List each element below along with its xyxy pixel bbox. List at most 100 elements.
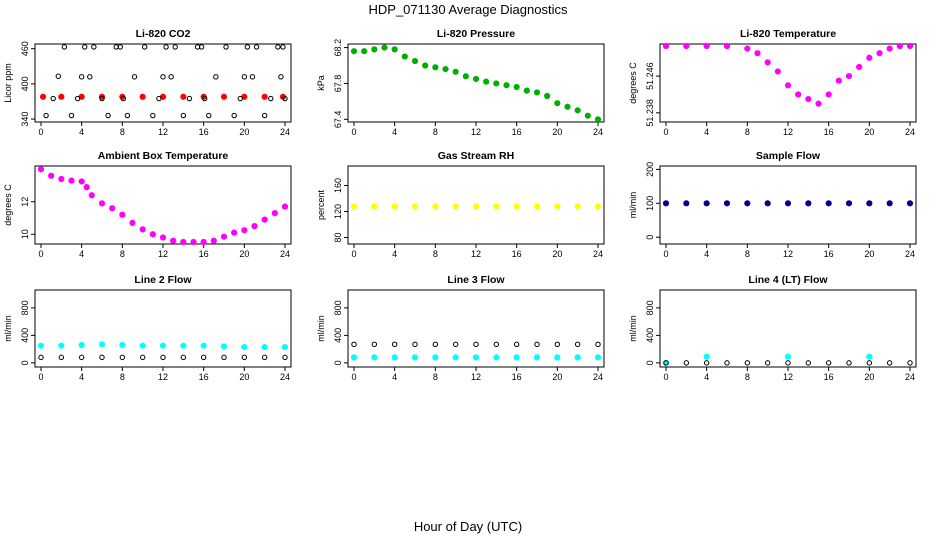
data-point: [574, 354, 581, 361]
series-mean: [39, 93, 287, 100]
panel-title: Line 4 (LT) Flow: [748, 274, 828, 286]
data-point: [663, 360, 669, 366]
data-point: [825, 360, 832, 366]
data-point: [139, 342, 146, 349]
data-point: [261, 216, 268, 223]
data-point: [78, 341, 85, 349]
data-point: [493, 341, 500, 348]
x-tick-label: 4: [392, 249, 397, 259]
data-point: [58, 93, 65, 100]
x-tick-label: 24: [280, 249, 290, 259]
series-values: [350, 203, 602, 210]
series-values: [662, 200, 914, 207]
data-point: [190, 238, 197, 246]
data-point: [361, 48, 368, 55]
figure-title: HDP_071130 Average Diagnostics: [369, 2, 568, 17]
y-tick-label: 0: [20, 360, 30, 365]
x-tick-label: 4: [704, 127, 709, 137]
data-point: [159, 342, 167, 349]
y-tick-label: 340: [20, 112, 30, 127]
data-point: [170, 237, 177, 244]
data-point: [533, 89, 541, 96]
data-point: [594, 354, 602, 361]
panel-4: Gas Stream RH 0 4 8 12 16 20 24 80 120 160 percent: [316, 150, 605, 259]
series-values: [37, 166, 289, 246]
data-point: [483, 78, 490, 85]
y-axis-label: kPa: [316, 75, 326, 91]
x-tick-label: 0: [351, 249, 356, 259]
data-point: [200, 238, 207, 246]
y-tick-label: 67.8: [333, 75, 343, 93]
data-point: [350, 48, 358, 55]
x-tick-label: 24: [905, 372, 915, 382]
panel-title: Line 2 Flow: [134, 274, 192, 286]
x-tick-label: 4: [79, 249, 84, 259]
x-tick-label: 16: [824, 127, 834, 137]
x-tick-label: 16: [199, 372, 209, 382]
x-tick-label: 20: [552, 127, 562, 137]
data-point: [200, 354, 207, 361]
x-tick-label: 8: [120, 372, 125, 382]
data-point: [198, 44, 205, 50]
data-point: [139, 93, 146, 100]
y-tick-label: 0: [645, 360, 655, 365]
data-point: [99, 95, 105, 102]
x-tick-label: 20: [552, 372, 562, 382]
x-tick-label: 20: [864, 127, 874, 137]
panel-title: Sample Flow: [756, 150, 821, 162]
data-point: [371, 354, 378, 361]
data-point: [805, 360, 812, 366]
data-point: [237, 95, 243, 102]
data-point: [845, 200, 853, 207]
x-tick-label: 12: [158, 249, 168, 259]
data-point: [533, 203, 541, 210]
data-point: [744, 45, 751, 52]
data-point: [845, 73, 853, 80]
x-tick-label: 12: [158, 372, 168, 382]
data-point: [180, 93, 187, 100]
y-tick-label: 12: [20, 197, 30, 207]
y-tick-label: 0: [333, 360, 343, 365]
series-min-max: [43, 44, 288, 119]
y-tick-label: 800: [645, 300, 655, 315]
series-line: [662, 353, 873, 366]
panel-title: Li-820 Temperature: [740, 28, 836, 40]
x-tick-label: 0: [38, 249, 43, 259]
x-tick-label: 8: [120, 127, 125, 137]
data-point: [281, 343, 289, 351]
data-point: [886, 200, 893, 207]
data-point: [724, 360, 730, 366]
data-point: [213, 74, 219, 80]
data-point: [220, 93, 228, 100]
y-tick-label: 51.238: [645, 99, 655, 127]
y-tick-label: 460: [20, 41, 30, 56]
data-point: [452, 341, 459, 348]
data-point: [87, 74, 93, 80]
data-point: [78, 178, 85, 185]
x-tick-label: 24: [593, 249, 603, 259]
data-point: [703, 200, 710, 207]
data-point: [244, 44, 251, 50]
data-point: [119, 354, 126, 361]
data-point: [210, 237, 217, 244]
data-point: [74, 95, 81, 102]
data-point: [876, 50, 883, 57]
data-point: [350, 354, 358, 361]
data-point: [896, 42, 903, 50]
data-point: [886, 360, 893, 366]
x-tick-label: 20: [239, 127, 249, 137]
data-point: [703, 353, 710, 360]
x-tick-label: 8: [120, 249, 125, 259]
data-point: [866, 54, 873, 61]
data-point: [432, 354, 439, 361]
x-tick-label: 24: [593, 127, 603, 137]
data-point: [411, 203, 419, 210]
series-reference: [663, 360, 913, 366]
y-tick-label: 800: [20, 300, 30, 315]
data-point: [846, 360, 852, 366]
x-tick-label: 8: [745, 127, 750, 137]
x-tick-label: 8: [433, 127, 438, 137]
data-point: [784, 200, 792, 207]
x-tick-label: 20: [552, 249, 562, 259]
